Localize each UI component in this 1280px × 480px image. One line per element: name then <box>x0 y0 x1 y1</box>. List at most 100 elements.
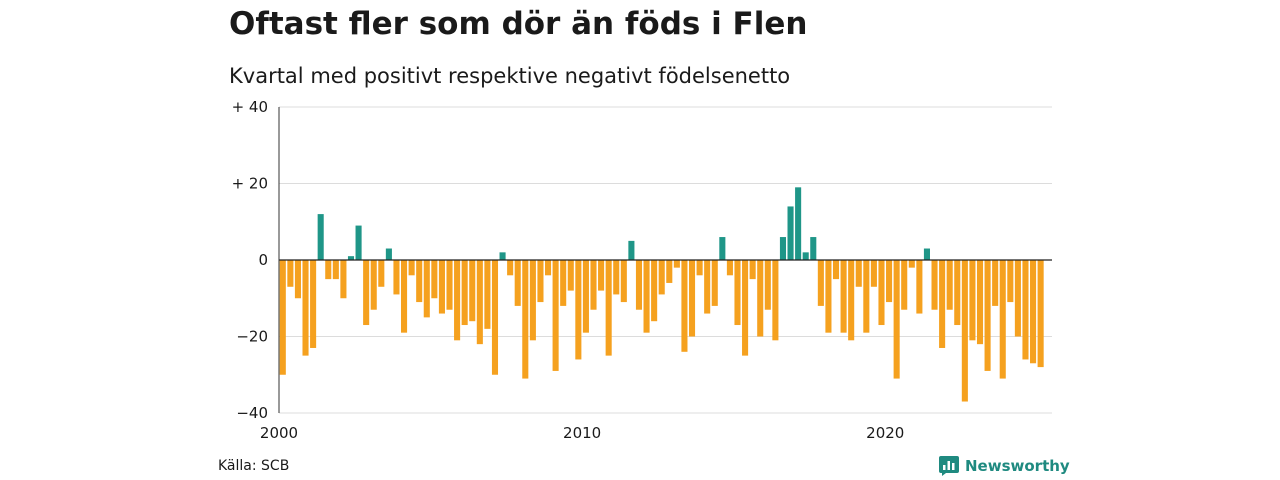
y-tick-label: −40 <box>236 404 268 422</box>
bar <box>916 260 923 314</box>
bar <box>673 260 680 268</box>
bar <box>704 260 711 314</box>
bar <box>461 260 468 326</box>
bar <box>810 237 817 260</box>
bar <box>870 260 877 287</box>
bar <box>726 260 733 276</box>
bar <box>908 260 915 268</box>
newsworthy-icon <box>939 456 959 476</box>
bar <box>923 248 930 260</box>
bar <box>347 256 355 260</box>
bar <box>984 260 991 371</box>
bar <box>529 260 536 341</box>
bar <box>279 260 286 375</box>
bar <box>476 260 483 345</box>
y-tick-label: −20 <box>236 328 268 346</box>
axes: + 40 + 20 0 −20 −40 2000 2010 2020 <box>232 98 1052 442</box>
bar <box>969 260 976 341</box>
bar <box>537 260 544 303</box>
bar <box>779 237 787 260</box>
bar <box>817 260 824 306</box>
bar <box>999 260 1006 379</box>
bar <box>992 260 999 306</box>
bar <box>681 260 688 352</box>
bar <box>635 260 643 310</box>
bar <box>795 187 802 260</box>
bar <box>939 260 946 348</box>
bar <box>287 260 294 287</box>
bar <box>749 260 756 280</box>
bar <box>544 260 552 276</box>
bar <box>931 260 938 310</box>
y-tick-label: + 20 <box>232 175 268 193</box>
bar <box>491 260 499 375</box>
bar <box>1030 260 1037 364</box>
bar <box>772 260 779 341</box>
x-tick-label: 2000 <box>260 424 298 442</box>
bar <box>893 260 900 379</box>
bar <box>1022 260 1029 360</box>
y-tick-label: + 40 <box>232 98 268 116</box>
bar <box>688 260 696 337</box>
bar <box>522 260 529 379</box>
bar <box>484 260 491 329</box>
bar <box>628 240 635 260</box>
bar <box>514 260 521 306</box>
bar <box>787 206 794 260</box>
bar <box>355 225 362 260</box>
bar <box>802 252 809 260</box>
bar <box>855 260 862 287</box>
bar <box>438 260 445 314</box>
bar <box>961 260 968 402</box>
y-tick-label: 0 <box>258 251 268 269</box>
x-tick-label: 2020 <box>866 424 904 442</box>
bar <box>734 260 741 326</box>
bar <box>552 260 559 371</box>
bar <box>825 260 832 333</box>
bar <box>469 260 476 322</box>
chart-subtitle: Kvartal med positivt respektive negativt… <box>229 64 791 88</box>
bar <box>757 260 764 337</box>
bar <box>507 260 514 276</box>
bar <box>302 260 309 356</box>
bar <box>901 260 908 310</box>
bar <box>848 260 855 341</box>
bar <box>370 260 377 310</box>
bar <box>946 260 953 310</box>
bar <box>499 252 506 260</box>
bar <box>567 260 574 291</box>
grid-lines <box>279 106 1052 414</box>
bar <box>613 260 620 295</box>
bar <box>643 260 650 333</box>
bar <box>560 260 567 306</box>
bar <box>454 260 461 341</box>
bar <box>1037 260 1044 368</box>
brand-logo: Newsworthy <box>939 456 1070 476</box>
bar <box>393 260 400 295</box>
bar <box>605 260 612 356</box>
bar <box>1014 260 1021 337</box>
bar <box>658 260 665 295</box>
bar <box>408 260 415 276</box>
bar <box>620 260 627 303</box>
bar <box>325 260 332 280</box>
source-note: Källa: SCB <box>218 458 290 474</box>
bar <box>590 260 597 310</box>
bar <box>401 260 408 333</box>
bar <box>711 260 718 306</box>
bar <box>878 260 885 326</box>
bar <box>431 260 438 299</box>
bar <box>742 260 749 356</box>
bar <box>886 260 893 303</box>
bar <box>1007 260 1014 303</box>
bar <box>340 260 347 299</box>
bar <box>719 237 726 260</box>
bar <box>310 260 317 348</box>
bar <box>423 260 430 318</box>
bar <box>582 260 589 333</box>
x-tick-label: 2010 <box>563 424 601 442</box>
bar <box>696 260 703 276</box>
bar <box>317 214 324 260</box>
bar <box>363 260 370 326</box>
